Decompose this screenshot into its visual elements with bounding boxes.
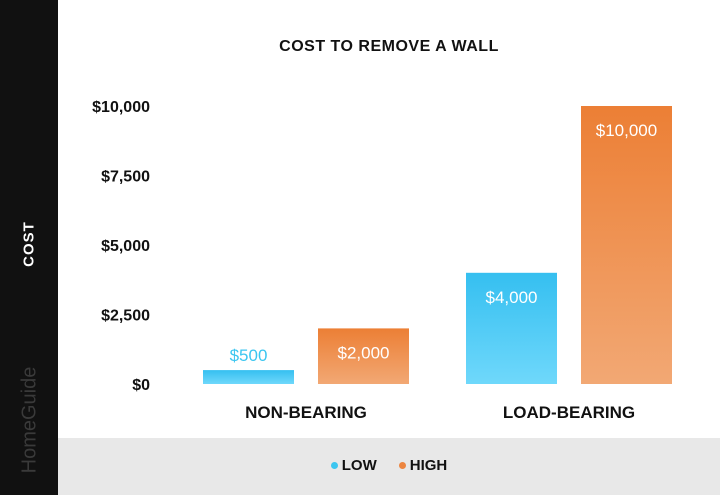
y-axis-label: COST bbox=[20, 221, 38, 267]
data-label: $4,000 bbox=[486, 288, 538, 307]
y-tick-label: $2,500 bbox=[101, 308, 150, 325]
legend-swatch bbox=[398, 462, 406, 469]
legend-panel: LOW HIGH bbox=[58, 438, 720, 495]
data-label: $10,000 bbox=[596, 121, 657, 140]
bar-chart: $0 $2,500 $5,000 $7,500 $10,000 $500 $2,000 NON… bbox=[92, 99, 672, 422]
y-tick-label: $5,000 bbox=[101, 238, 150, 255]
brand-watermark: HomeGuide bbox=[18, 366, 41, 474]
sidebar: COST HomeGuide bbox=[0, 0, 58, 495]
x-category-label: LOAD-BEARING bbox=[503, 403, 635, 422]
y-tick-label: $7,500 bbox=[101, 169, 150, 186]
legend-label: HIGH bbox=[409, 457, 448, 474]
y-tick-label: $10,000 bbox=[92, 99, 150, 116]
bar-high-non-bearing bbox=[318, 328, 409, 384]
data-label: $500 bbox=[230, 346, 268, 365]
bar-low-non-bearing bbox=[203, 370, 294, 384]
legend: LOW HIGH bbox=[58, 457, 720, 474]
x-category-label: NON-BEARING bbox=[245, 403, 367, 422]
y-tick-label: $0 bbox=[132, 377, 150, 394]
legend-label: LOW bbox=[341, 457, 377, 474]
data-label: $2,000 bbox=[338, 343, 390, 362]
bar-low-load-bearing bbox=[466, 272, 557, 384]
bar-high-load-bearing bbox=[581, 106, 672, 384]
chart-title: COST TO REMOVE A WALL bbox=[279, 38, 499, 55]
legend-item-low: LOW bbox=[330, 457, 377, 474]
legend-swatch bbox=[330, 462, 338, 469]
plot-area: $0 $2,500 $5,000 $7,500 $10,000 $500 $2,000 NON… bbox=[58, 0, 720, 438]
legend-item-high: HIGH bbox=[398, 457, 448, 474]
